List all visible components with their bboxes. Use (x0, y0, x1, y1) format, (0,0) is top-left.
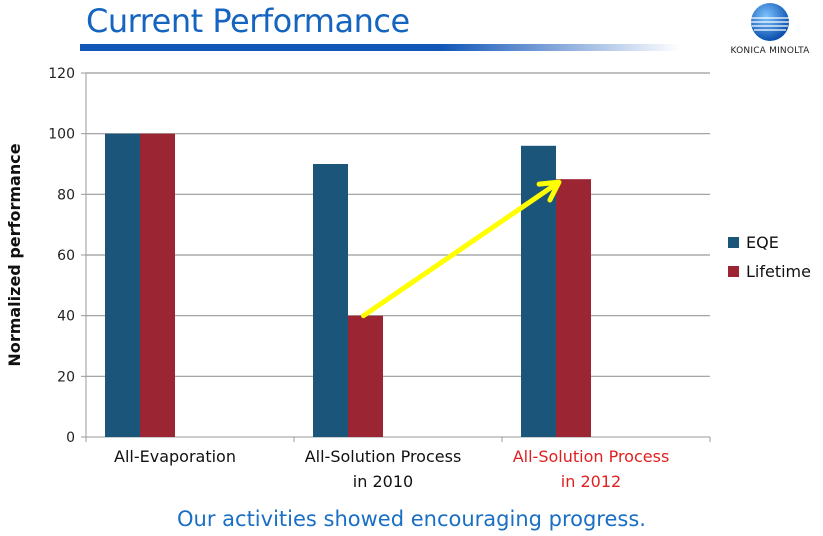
bar-lifetime (140, 133, 175, 437)
x-category-label: in 2010 (353, 472, 413, 491)
legend-label-lifetime: Lifetime (746, 262, 811, 281)
y-tick-label: 100 (48, 127, 75, 143)
trend-arrow-shaft (361, 183, 556, 319)
company-logo: KONICA MINOLTA (720, 2, 820, 56)
title-underline (80, 44, 680, 51)
trend-arrow-head (536, 179, 562, 203)
x-category-label: All-Solution Process (513, 447, 670, 466)
legend-swatch-eqe (728, 237, 739, 248)
y-tick-label: 60 (57, 248, 75, 264)
x-category-label: All-Evaporation (114, 447, 236, 466)
y-tick-label: 80 (57, 187, 75, 203)
footer-caption: Our activities showed encouraging progre… (177, 507, 646, 531)
x-category-label: All-Solution Process (305, 447, 462, 466)
bar-lifetime (556, 179, 591, 437)
bar-lifetime (348, 315, 383, 437)
y-tick-label: 120 (48, 66, 75, 82)
y-tick-label: 40 (57, 309, 75, 325)
logo-globe-icon (751, 3, 789, 41)
page-title: Current Performance (86, 2, 410, 40)
y-tick-label: 20 (57, 369, 75, 385)
legend-label-eqe: EQE (746, 233, 779, 252)
bar-eqe (105, 133, 140, 437)
y-tick-label: 0 (66, 430, 75, 446)
legend-swatch-lifetime (728, 266, 739, 277)
logo-text: KONICA MINOLTA (730, 46, 810, 56)
bar-eqe (313, 164, 348, 437)
x-category-label: in 2012 (561, 472, 621, 491)
y-axis-title: Normalized performance (5, 143, 24, 366)
